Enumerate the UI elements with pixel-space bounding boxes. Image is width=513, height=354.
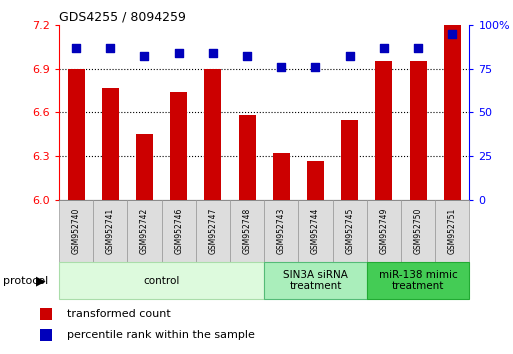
Bar <box>239 115 255 200</box>
Bar <box>162 200 196 262</box>
Text: GSM952748: GSM952748 <box>243 208 251 254</box>
Text: GSM952745: GSM952745 <box>345 208 354 254</box>
Bar <box>68 69 85 200</box>
Bar <box>341 120 358 200</box>
Text: percentile rank within the sample: percentile rank within the sample <box>67 330 255 340</box>
Point <box>448 31 457 36</box>
Bar <box>170 92 187 200</box>
Text: GSM952741: GSM952741 <box>106 208 115 254</box>
Point <box>106 45 114 50</box>
Text: GDS4255 / 8094259: GDS4255 / 8094259 <box>59 11 186 24</box>
Text: GSM952746: GSM952746 <box>174 208 183 254</box>
Bar <box>376 61 392 200</box>
Bar <box>307 161 324 200</box>
Bar <box>332 200 367 262</box>
Bar <box>136 134 153 200</box>
Point <box>414 45 422 50</box>
Point <box>174 50 183 56</box>
Bar <box>264 200 299 262</box>
Point <box>141 53 149 59</box>
Point <box>311 64 320 70</box>
Bar <box>59 262 264 299</box>
Point <box>346 53 354 59</box>
Bar <box>230 200 264 262</box>
Bar <box>273 153 290 200</box>
Point <box>243 53 251 59</box>
Bar <box>435 200 469 262</box>
Text: GSM952743: GSM952743 <box>277 208 286 254</box>
Text: GSM952744: GSM952744 <box>311 208 320 254</box>
Bar <box>444 25 461 200</box>
Bar <box>93 200 127 262</box>
Bar <box>40 308 52 320</box>
Text: GSM952750: GSM952750 <box>413 208 423 254</box>
Bar <box>196 200 230 262</box>
Bar <box>367 262 469 299</box>
Text: GSM952740: GSM952740 <box>72 208 81 254</box>
Bar <box>299 200 332 262</box>
Text: transformed count: transformed count <box>67 309 171 319</box>
Bar <box>102 87 119 200</box>
Point <box>72 45 80 50</box>
Bar <box>127 200 162 262</box>
Text: GSM952751: GSM952751 <box>448 208 457 254</box>
Point <box>209 50 217 56</box>
Bar <box>401 200 435 262</box>
Text: GSM952747: GSM952747 <box>208 208 218 254</box>
Point <box>380 45 388 50</box>
Text: GSM952742: GSM952742 <box>140 208 149 254</box>
Text: GSM952749: GSM952749 <box>380 208 388 254</box>
Text: protocol: protocol <box>3 275 48 286</box>
Text: miR-138 mimic
treatment: miR-138 mimic treatment <box>379 270 458 291</box>
Bar <box>264 262 367 299</box>
Bar <box>204 69 222 200</box>
Text: control: control <box>144 275 180 286</box>
Text: SIN3A siRNA
treatment: SIN3A siRNA treatment <box>283 270 348 291</box>
Point <box>277 64 285 70</box>
Bar <box>409 61 427 200</box>
Bar <box>59 200 93 262</box>
Text: ▶: ▶ <box>35 274 45 287</box>
Bar <box>367 200 401 262</box>
Bar <box>40 329 52 341</box>
